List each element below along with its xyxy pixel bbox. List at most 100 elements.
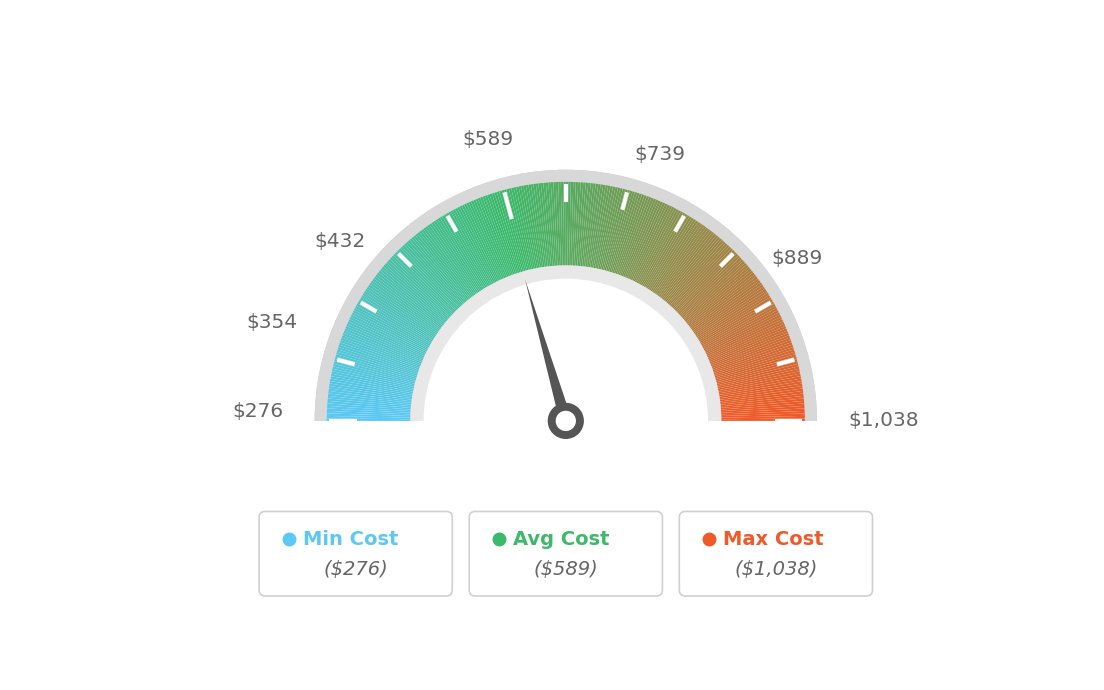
Wedge shape — [390, 254, 458, 318]
Wedge shape — [696, 300, 776, 347]
Wedge shape — [335, 348, 423, 377]
Wedge shape — [708, 342, 795, 373]
Wedge shape — [354, 302, 435, 348]
Text: ($1,038): ($1,038) — [734, 560, 818, 579]
Wedge shape — [477, 195, 512, 282]
Wedge shape — [315, 170, 817, 421]
Wedge shape — [640, 212, 689, 292]
Wedge shape — [690, 285, 767, 338]
Wedge shape — [712, 371, 803, 391]
Wedge shape — [362, 289, 440, 341]
Wedge shape — [619, 195, 655, 282]
Wedge shape — [465, 200, 505, 285]
Wedge shape — [586, 181, 601, 273]
Wedge shape — [468, 199, 507, 284]
Wedge shape — [713, 383, 805, 399]
Wedge shape — [702, 320, 786, 360]
Wedge shape — [481, 194, 516, 281]
Wedge shape — [651, 223, 705, 299]
Wedge shape — [709, 351, 798, 379]
Wedge shape — [518, 184, 538, 274]
Wedge shape — [605, 188, 630, 277]
Wedge shape — [349, 313, 432, 356]
Wedge shape — [587, 182, 604, 273]
Wedge shape — [715, 416, 807, 420]
Text: ($276): ($276) — [323, 560, 389, 579]
Wedge shape — [582, 181, 594, 272]
Wedge shape — [369, 279, 445, 334]
Wedge shape — [661, 235, 722, 306]
Wedge shape — [675, 255, 744, 319]
Wedge shape — [454, 206, 498, 288]
Wedge shape — [516, 184, 537, 275]
Wedge shape — [329, 371, 420, 391]
Wedge shape — [672, 252, 740, 317]
Wedge shape — [689, 283, 765, 337]
Wedge shape — [325, 401, 416, 410]
Wedge shape — [422, 226, 478, 301]
Wedge shape — [395, 248, 461, 315]
Wedge shape — [420, 227, 477, 302]
Wedge shape — [378, 267, 450, 326]
Wedge shape — [572, 179, 578, 271]
FancyBboxPatch shape — [259, 511, 453, 596]
Wedge shape — [713, 381, 805, 397]
Wedge shape — [538, 181, 550, 272]
Text: $432: $432 — [314, 233, 365, 251]
Wedge shape — [575, 180, 584, 272]
Wedge shape — [666, 241, 730, 310]
Wedge shape — [416, 230, 474, 304]
Wedge shape — [563, 179, 565, 271]
Wedge shape — [328, 375, 418, 395]
FancyBboxPatch shape — [469, 511, 662, 596]
Wedge shape — [479, 195, 513, 281]
Wedge shape — [392, 252, 459, 317]
Wedge shape — [384, 259, 455, 322]
Wedge shape — [702, 323, 787, 362]
Wedge shape — [597, 185, 618, 275]
Wedge shape — [676, 257, 745, 321]
Wedge shape — [551, 179, 558, 271]
Wedge shape — [701, 316, 784, 357]
Wedge shape — [561, 179, 564, 271]
Wedge shape — [402, 241, 466, 310]
Wedge shape — [704, 330, 790, 366]
Wedge shape — [487, 192, 518, 279]
Wedge shape — [711, 364, 800, 386]
Wedge shape — [594, 184, 614, 274]
Wedge shape — [614, 192, 645, 279]
Wedge shape — [357, 298, 437, 346]
Wedge shape — [326, 388, 417, 402]
Wedge shape — [684, 273, 758, 331]
Wedge shape — [327, 381, 418, 397]
Wedge shape — [618, 195, 652, 281]
Wedge shape — [714, 386, 805, 401]
Wedge shape — [627, 200, 667, 285]
Text: $739: $739 — [634, 145, 684, 164]
Wedge shape — [715, 401, 807, 410]
Wedge shape — [498, 188, 526, 277]
Wedge shape — [325, 411, 416, 416]
Wedge shape — [355, 300, 436, 347]
Wedge shape — [701, 318, 785, 359]
Wedge shape — [628, 201, 669, 286]
Wedge shape — [401, 243, 465, 312]
Wedge shape — [659, 232, 718, 304]
Wedge shape — [352, 307, 434, 351]
Wedge shape — [715, 413, 807, 417]
Wedge shape — [715, 418, 807, 421]
Wedge shape — [591, 183, 608, 273]
Wedge shape — [431, 219, 482, 297]
Wedge shape — [460, 202, 502, 286]
Wedge shape — [658, 230, 715, 304]
Wedge shape — [325, 408, 416, 415]
Text: Max Cost: Max Cost — [723, 530, 824, 549]
Wedge shape — [513, 185, 534, 275]
Wedge shape — [708, 344, 796, 375]
Wedge shape — [686, 275, 760, 332]
Wedge shape — [361, 291, 439, 342]
Wedge shape — [484, 193, 517, 280]
Wedge shape — [612, 191, 643, 279]
Wedge shape — [637, 208, 682, 290]
Wedge shape — [698, 307, 779, 351]
